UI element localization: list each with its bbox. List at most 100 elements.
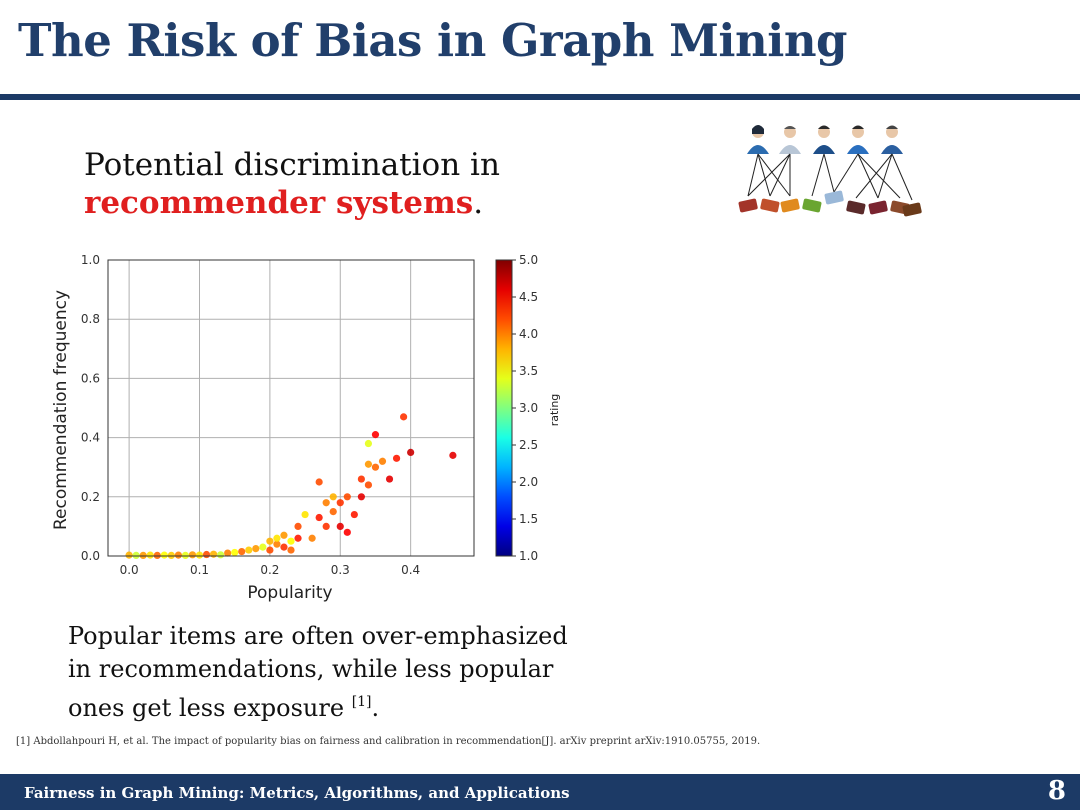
data-point <box>364 481 373 489</box>
data-point <box>252 545 260 553</box>
item-icons <box>738 190 922 217</box>
item-icon <box>846 200 866 215</box>
colorbar: 1.0 1.5 2.0 2.5 3.0 3.5 4.0 4.5 5.0 <box>495 253 538 563</box>
data-point <box>266 537 274 545</box>
x-tick-label: 0.0 <box>120 563 139 577</box>
data-point <box>174 551 182 559</box>
data-point <box>357 475 365 483</box>
data-point <box>209 550 218 558</box>
headline-period: . <box>473 185 484 221</box>
data-point <box>378 457 387 465</box>
data-point <box>336 522 344 530</box>
data-point <box>371 431 380 439</box>
data-point <box>385 475 394 483</box>
colorbar-tick-label: 5.0 <box>519 253 538 267</box>
data-point <box>371 463 380 471</box>
colorbar-scale <box>495 259 513 557</box>
colorbar-tick-label: 2.0 <box>519 475 538 489</box>
data-point <box>195 551 204 559</box>
y-tick-label: 0.4 <box>81 431 100 445</box>
footer-text: Fairness in Graph Mining: Metrics, Algor… <box>24 784 570 802</box>
data-point <box>280 543 288 551</box>
x-tick-label: 0.1 <box>190 563 209 577</box>
data-point <box>224 549 232 557</box>
colorbar-tick-label: 4.5 <box>519 290 538 304</box>
user-icon-2 <box>779 126 801 154</box>
plot-background <box>108 260 474 556</box>
data-point <box>188 551 197 559</box>
colorbar-label: rating <box>548 394 561 427</box>
slide-title: The Risk of Bias in Graph Mining <box>18 14 848 67</box>
headline-emphasis: recommender systems <box>84 185 474 221</box>
item-icon <box>902 202 922 217</box>
data-point <box>364 439 373 448</box>
data-point <box>329 508 337 516</box>
y-tick-label: 0.6 <box>81 371 100 385</box>
data-point <box>280 531 288 539</box>
colorbar-tick-label: 2.5 <box>519 438 538 452</box>
data-point <box>245 546 253 554</box>
data-point <box>301 510 309 519</box>
item-icon <box>780 198 800 213</box>
data-point <box>146 551 154 559</box>
user-icon-4 <box>847 125 869 154</box>
headline-line1: Potential discrimination in <box>84 147 500 183</box>
item-icon <box>868 200 888 215</box>
data-point <box>294 534 302 542</box>
user-icon-3 <box>813 125 835 154</box>
colorbar-tick-label: 4.0 <box>519 327 538 341</box>
data-point <box>315 478 323 486</box>
data-point <box>400 413 408 421</box>
data-point <box>266 546 274 554</box>
data-point <box>392 454 401 462</box>
data-point <box>287 546 295 554</box>
colorbar-tick-label: 1.5 <box>519 512 538 526</box>
chart-axes <box>107 259 475 557</box>
data-point <box>350 510 358 519</box>
data-point <box>167 551 175 560</box>
y-tick-label: 0.0 <box>81 549 100 563</box>
data-point <box>294 522 302 530</box>
colorbar-tick-label: 3.5 <box>519 364 538 378</box>
title-rule <box>0 94 1080 100</box>
data-point <box>364 460 373 468</box>
data-point <box>139 551 147 560</box>
x-tick-label: 0.2 <box>260 563 279 577</box>
data-point <box>217 551 225 559</box>
page-number: 8 <box>1047 776 1066 806</box>
chart-points <box>125 413 457 560</box>
data-point <box>238 547 246 556</box>
data-point <box>449 451 457 459</box>
y-axis-label: Recommendation frequency <box>51 290 71 530</box>
data-point <box>322 499 330 507</box>
item-icon <box>760 198 780 213</box>
x-axis-label: Popularity <box>247 583 332 603</box>
data-point <box>343 493 351 501</box>
data-point <box>287 537 295 545</box>
data-point <box>273 540 281 548</box>
y-tick-label: 1.0 <box>81 253 100 267</box>
users-items-illustration <box>738 125 922 217</box>
chart-grid: 0.0 0.1 0.2 0.3 0.4 0.0 0.2 0.4 0.6 0.8 1.0 <box>81 253 474 577</box>
item-icon <box>824 190 844 205</box>
x-tick-label: 0.3 <box>331 563 350 577</box>
colorbar-tick-label: 1.0 <box>519 549 538 563</box>
user-icon-5 <box>881 125 903 154</box>
item-icon <box>738 198 758 213</box>
reference: [1] Abdollahpouri H, et al. The impact o… <box>16 736 761 747</box>
data-point <box>315 513 323 522</box>
data-point <box>357 493 365 501</box>
recommendation-arrows <box>747 153 913 201</box>
data-point <box>231 548 239 557</box>
data-point <box>273 534 281 542</box>
user-icon-1 <box>747 125 769 154</box>
y-tick-label: 0.8 <box>81 312 100 326</box>
footer-bar: Fairness in Graph Mining: Metrics, Algor… <box>0 774 1080 810</box>
colorbar-tick-label: 3.0 <box>519 401 538 415</box>
headline: Potential discrimination in recommender … <box>84 146 554 222</box>
data-point <box>160 551 168 559</box>
data-point <box>202 550 211 559</box>
data-point <box>181 551 190 560</box>
caption: Popular items are often over-emphasized … <box>68 620 568 725</box>
caption-citation: [1] <box>351 694 372 710</box>
